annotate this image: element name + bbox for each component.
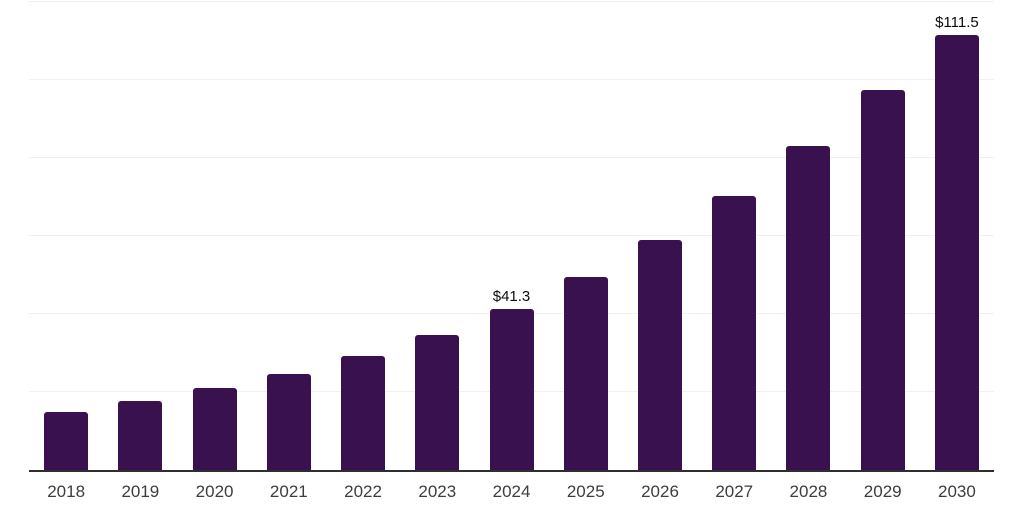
data-label-2030: $111.5: [935, 13, 979, 31]
bar-2021: [266, 373, 311, 470]
bar-2028: [786, 145, 831, 470]
x-tick-2019: 2019: [121, 481, 160, 501]
gridline-100: [29, 79, 994, 80]
bar-2027: [712, 195, 757, 470]
gridline-80: [29, 157, 994, 159]
bar-2023: [415, 335, 460, 470]
bar-slot-2025: [549, 2, 623, 470]
gridline-120: [29, 1, 994, 2]
x-tick-2018: 2018: [47, 481, 86, 501]
bar-slot-2020: [177, 2, 251, 470]
data-label-2024: $41.3: [492, 287, 531, 305]
x-axis-line: [29, 470, 994, 472]
bar-slot-2026: [623, 2, 697, 470]
bar-2018: [44, 412, 89, 470]
bar-slot-2023: [400, 2, 474, 470]
bar-slot-2022: [326, 2, 400, 470]
bar-2026: [637, 239, 682, 470]
bar-2029: [860, 89, 905, 470]
x-tick-2021: 2021: [269, 481, 308, 501]
x-tick-2026: 2026: [641, 481, 679, 501]
bar-slot-2021: [252, 2, 326, 470]
x-tick-2020: 2020: [195, 481, 234, 501]
bar-2019: [118, 400, 163, 470]
plot-area: $41.3 $111.5: [29, 1, 994, 472]
bar-2020: [192, 388, 237, 470]
bar-2030: [934, 35, 979, 470]
bar-slot-2028: [771, 2, 845, 470]
bar-2022: [341, 356, 386, 470]
x-tick-2025: 2025: [566, 481, 605, 501]
x-tick-2030: 2030: [938, 481, 976, 501]
bar-slot-2030: $111.5: [920, 2, 994, 470]
bar-slot-2027: [697, 2, 771, 470]
bars-row: $41.3 $111.5: [29, 2, 994, 470]
x-tick-2022: 2022: [344, 481, 382, 501]
bar-slot-2024: $41.3: [474, 2, 548, 470]
x-tick-2027: 2027: [715, 481, 754, 501]
x-tick-2028: 2028: [789, 481, 828, 501]
bar-2024: [489, 308, 534, 470]
bar-slot-2018: [29, 2, 103, 470]
x-tick-2024: 2024: [492, 481, 531, 501]
bar-slot-2019: [103, 2, 177, 470]
x-tick-2029: 2029: [863, 481, 902, 501]
gridline-60: [29, 235, 994, 236]
x-axis-labels: 2018 2019 2020 2021 2022 2023 2024 2025 2026 2027…: [29, 471, 994, 512]
bar-2025: [563, 277, 608, 470]
x-tick-2023: 2023: [418, 481, 457, 501]
bar-slot-2029: [846, 2, 920, 470]
